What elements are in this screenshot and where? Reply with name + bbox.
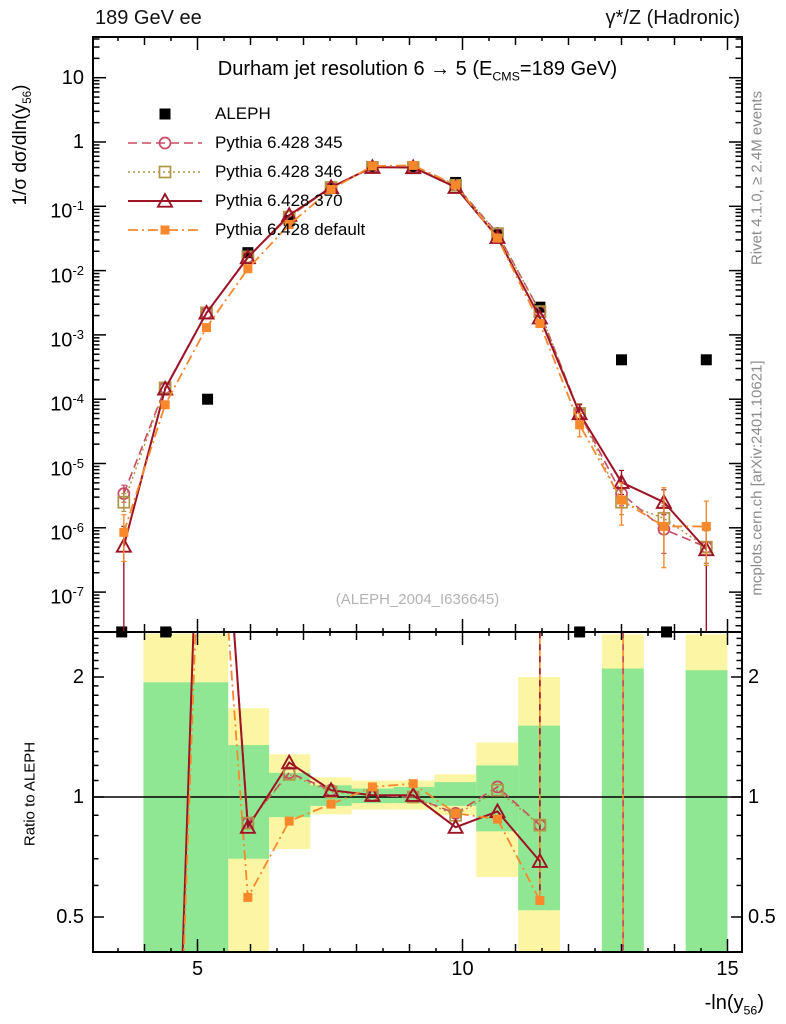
- legend-marker-p346: [128, 165, 202, 178]
- main-y-tick-10: 10: [61, 66, 84, 89]
- main-y-tick-10-6: 10-6: [50, 519, 84, 545]
- legend-label-p370: Pythia 6.428 370: [215, 190, 343, 210]
- ratio-y-tick-right-1: 1: [748, 786, 760, 808]
- ratio-y-tick-left-2: 2: [72, 666, 84, 688]
- main-y-tick-10-5: 10-5: [50, 455, 84, 481]
- analysis-watermark: (ALEPH_2004_I636645): [335, 591, 500, 608]
- mcplots-reference-note: mcplots.cern.ch [arXiv:2401.10621]: [748, 360, 766, 596]
- legend-item-aleph: ALEPH: [125, 99, 365, 128]
- legend: ALEPH Pythia 6.428 345 Pythia 6.428 346 Pyt…: [125, 99, 365, 244]
- rivet-version-note: Rivet 4.1.0, ≥ 2.4M events: [748, 90, 766, 266]
- x-axis-label: -ln(y56): [704, 992, 764, 1018]
- ratio-y-tick-right-0.5: 0.5: [748, 906, 776, 928]
- x-tick-10: 10: [451, 958, 474, 980]
- main-y-tick-10-1: 10-1: [50, 198, 84, 223]
- legend-label-p345: Pythia 6.428 345: [215, 132, 343, 152]
- ratio-series: [181, 632, 624, 952]
- main-y-tick-10-4: 10-4: [50, 391, 84, 416]
- legend-item-p370: Pythia 6.428 370: [125, 186, 365, 215]
- main-y-tick-10-7: 10-7: [50, 584, 84, 609]
- x-tick-15: 15: [716, 958, 739, 980]
- plot-title: Durham jet resolution 6 → 5 (ECMS=189 Ge…: [217, 58, 618, 84]
- legend-label-aleph: ALEPH: [215, 103, 271, 123]
- legend-item-p346: Pythia 6.428 346: [125, 157, 365, 186]
- legend-marker-p370: [128, 191, 202, 208]
- ratio-y-tick-left-1: 1: [72, 786, 84, 808]
- main-y-tick-1: 1: [72, 131, 84, 153]
- ratio-y-tick-right-2: 2: [748, 666, 760, 688]
- beam-energy-label: 189 GeV ee: [95, 7, 202, 29]
- main-y-tick-10-3: 10-3: [50, 326, 84, 352]
- legend-label-p346: Pythia 6.428 346: [215, 161, 343, 181]
- axis-ticks: [93, 37, 742, 952]
- legend-item-pdef: Pythia 6.428 default: [125, 215, 365, 244]
- main-y-tick-10-2: 10-2: [50, 262, 84, 288]
- legend-item-p345: Pythia 6.428 345: [125, 128, 365, 157]
- legend-label-pdef: Pythia 6.428 default: [215, 219, 366, 239]
- legend-marker-aleph: [159, 108, 171, 119]
- ratio-frame: [92, 631, 743, 953]
- legend-marker-pdef: [128, 225, 202, 234]
- process-label: γ*/Z (Hadronic): [605, 7, 740, 29]
- legend-marker-p345: [128, 136, 202, 149]
- x-tick-5: 5: [191, 958, 204, 980]
- series-pdef: [119, 160, 711, 569]
- ratio-y-tick-left-0.5: 0.5: [56, 906, 84, 928]
